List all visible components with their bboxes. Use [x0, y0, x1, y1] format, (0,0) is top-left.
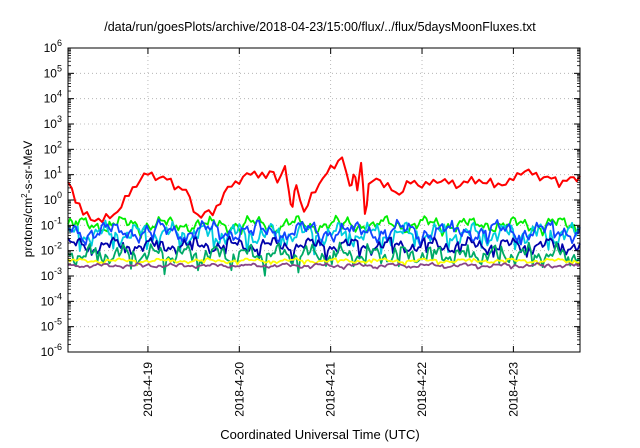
series-line-6 — [67, 257, 581, 267]
y-tick-label: 10-2 — [41, 241, 62, 258]
y-tick-label: 10-5 — [41, 317, 62, 334]
y-tick-label: 10-3 — [41, 266, 62, 283]
y-tick-label: 105 — [44, 63, 62, 80]
y-tick-exponent: -5 — [54, 317, 62, 327]
x-tick-label: 2018-4-19 — [141, 362, 155, 417]
y-tick-label: 10-1 — [41, 215, 62, 232]
series-line-1 — [67, 214, 581, 239]
y-tick-label: 10-4 — [41, 291, 62, 308]
series-lines — [67, 156, 581, 277]
y-tick-label: 106 — [44, 38, 62, 55]
x-tick-label: 2018-4-22 — [415, 362, 429, 417]
series-line-0 — [67, 156, 581, 224]
y-tick-exponent: 3 — [57, 114, 62, 124]
y-tick-exponent: 4 — [57, 89, 62, 99]
y-tick-exponent: 1 — [57, 165, 62, 175]
chart-title: /data/run/goesPlots/archive/2018-04-23/1… — [104, 20, 536, 34]
y-tick-exponent: 6 — [57, 38, 62, 48]
y-tick-label: 102 — [44, 139, 62, 156]
y-tick-exponent: -6 — [54, 342, 62, 352]
y-tick-label: 100 — [44, 190, 62, 207]
y-tick-exponent: 2 — [57, 139, 62, 149]
series-line-3 — [67, 218, 581, 248]
y-tick-exponent: 5 — [57, 63, 62, 73]
x-tick-label: 2018-4-23 — [506, 362, 520, 417]
series-line-7 — [67, 262, 581, 270]
y-tick-exponent: -2 — [54, 241, 62, 251]
y-tick-label: 104 — [44, 89, 62, 106]
grid-lines — [68, 48, 580, 352]
y-tick-label: 101 — [44, 165, 62, 182]
x-axis-label: Coordinated Universal Time (UTC) — [220, 427, 420, 442]
series-line-5 — [67, 241, 581, 277]
series-line-4 — [67, 235, 581, 264]
y-tick-exponent: -1 — [54, 215, 62, 225]
y-tick-label: 10-6 — [41, 342, 62, 359]
y-tick-exponent: -4 — [54, 291, 62, 301]
y-axis-label: protons/cm2-s-sr-MeV — [20, 140, 35, 258]
x-tick-label: 2018-4-20 — [232, 362, 246, 417]
x-tick-label: 2018-4-21 — [324, 362, 338, 417]
y-tick-label: 103 — [44, 114, 62, 131]
y-tick-exponent: -3 — [54, 266, 62, 276]
y-tick-exponent: 0 — [57, 190, 62, 200]
